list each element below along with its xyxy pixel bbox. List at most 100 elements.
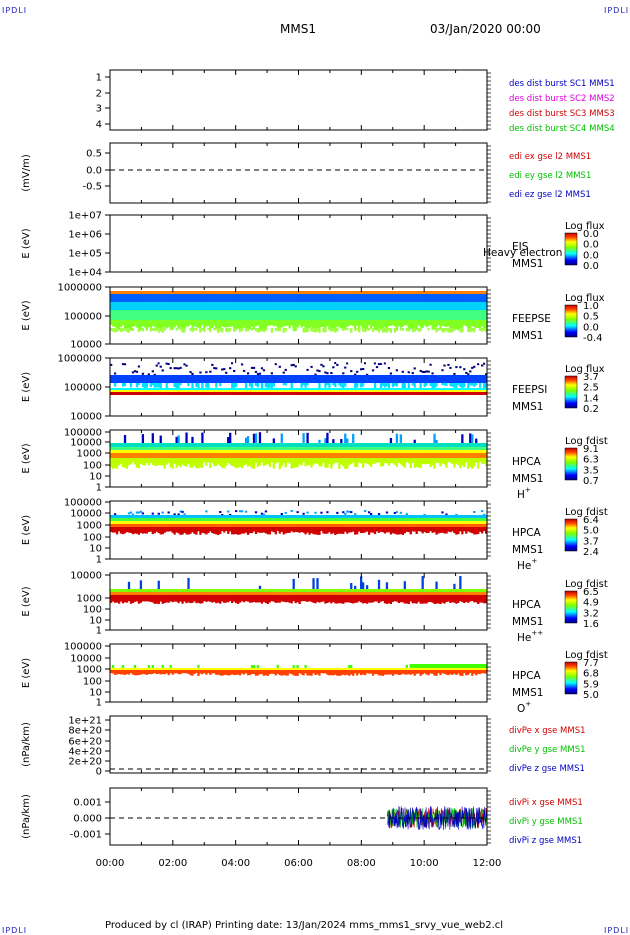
spectrogram-cell	[283, 328, 285, 333]
spectrogram-cell	[199, 589, 201, 592]
spectrogram-cell	[416, 518, 418, 521]
spectrogram-cell	[364, 447, 366, 450]
spectrogram-cell	[410, 450, 412, 453]
spectrogram-cell	[396, 524, 398, 527]
spectrogram-cell	[465, 361, 467, 364]
spectrogram-cell	[185, 433, 187, 444]
spectrogram-cell	[332, 518, 334, 521]
spectrogram-cell	[366, 447, 368, 450]
spectrogram-cell	[132, 589, 134, 592]
spectrogram-cell	[400, 458, 402, 464]
spectrogram-cell	[150, 392, 152, 395]
spectrogram-cell	[251, 443, 253, 447]
spectrogram-cell	[300, 310, 302, 320]
spectrogram-cell	[342, 458, 344, 466]
spectrogram-cell	[410, 291, 412, 294]
spectrogram-cell	[269, 383, 271, 388]
spectrogram-cell	[372, 458, 374, 464]
spectrogram-cell	[324, 291, 326, 294]
spectrogram-cell	[356, 453, 358, 458]
spectrogram-cell	[124, 589, 126, 592]
spectrogram-cell	[255, 390, 257, 392]
spectrogram-cell	[322, 524, 324, 527]
spectrogram-cell	[481, 510, 483, 512]
spectrogram-cell	[412, 383, 414, 386]
spectrogram-cell	[124, 302, 126, 310]
spectrogram-cell	[150, 390, 152, 392]
spectrogram-cell	[243, 291, 245, 294]
spectrogram-cell	[251, 328, 253, 331]
spectrogram-cell	[267, 450, 269, 453]
spectrogram-cell	[231, 524, 233, 527]
spectrogram-cell	[318, 388, 320, 390]
y-tick-label: 1e+05	[68, 249, 102, 260]
spectrogram-cell	[362, 527, 364, 533]
spectrogram-cell	[130, 447, 132, 450]
spectrogram-cell	[203, 515, 205, 518]
spectrogram-cell	[273, 453, 275, 458]
spectrogram-cell	[136, 383, 138, 387]
spectrogram-cell	[378, 390, 380, 392]
spectrogram-cell	[449, 294, 451, 302]
y-tick-label: 10000	[70, 509, 102, 520]
spectrogram-cell	[241, 447, 243, 450]
spectrogram-cell	[306, 458, 308, 465]
spectrogram-cell	[247, 592, 249, 595]
spectrogram-cell	[128, 447, 130, 450]
spectrogram-cell	[475, 392, 477, 395]
spectrogram-cell	[112, 453, 114, 458]
y-tick-label: 100	[83, 461, 102, 472]
spectrogram-cell	[308, 302, 310, 310]
spectrogram-cell	[425, 370, 427, 372]
spectrogram-cell	[320, 515, 322, 518]
spectrogram-cell	[162, 592, 164, 595]
spectrogram-cell	[239, 294, 241, 302]
colorbar-label: 0.0	[583, 261, 599, 272]
spectrogram-cell	[116, 390, 118, 392]
spectrogram-cell	[233, 390, 235, 392]
y-tick-label: 10	[89, 472, 102, 483]
spectrogram-cell	[271, 515, 273, 518]
spectrogram-cell	[396, 390, 398, 392]
spectrogram-cell	[120, 443, 122, 447]
spectrogram-cell	[362, 515, 364, 518]
spectrogram-cell	[283, 383, 285, 385]
spectrogram-cell	[425, 310, 427, 320]
spectrogram-cell	[126, 390, 128, 392]
spectrogram-cell	[465, 521, 467, 524]
spectrogram-cell	[356, 371, 358, 373]
spectrogram-cell	[152, 458, 154, 465]
spectrogram-cell	[443, 450, 445, 453]
spectrogram-cell	[142, 388, 144, 390]
spectrogram-cell	[297, 388, 299, 390]
spectrogram-cell	[166, 443, 168, 447]
spectrogram-cell	[388, 521, 390, 524]
spectrogram-cell	[114, 589, 116, 592]
spectrogram-cell	[144, 453, 146, 458]
spectrogram-cell	[340, 453, 342, 458]
spectrogram-cell	[386, 302, 388, 310]
spectrogram-cell	[380, 453, 382, 458]
spectrogram-cell	[177, 390, 179, 392]
spectrogram-cell	[289, 592, 291, 595]
spectrogram-cell	[195, 383, 197, 387]
colorbar-label: 0.0	[583, 240, 599, 251]
colorbar-label: 0.2	[583, 404, 599, 415]
spectrogram-cell	[304, 518, 306, 521]
spectrogram-cell	[304, 524, 306, 527]
spectrogram-cell	[402, 443, 404, 447]
spectrogram-cell	[257, 595, 259, 602]
spectrogram-cell	[273, 294, 275, 302]
y-axis-label: E (eV)	[21, 228, 32, 258]
spectrogram-cell	[249, 390, 251, 392]
spectrogram-cell	[257, 328, 259, 333]
spectrogram-cell	[189, 390, 191, 392]
spectrogram-cell	[425, 320, 427, 327]
spectrogram-cell	[469, 291, 471, 294]
spectrogram-cell	[152, 392, 154, 395]
spectrogram-cell	[295, 388, 297, 390]
spectrogram-cell	[138, 361, 140, 364]
spectrogram-cell	[140, 515, 142, 518]
spectrogram-cell	[158, 595, 160, 604]
spectrogram-cell	[156, 310, 158, 320]
